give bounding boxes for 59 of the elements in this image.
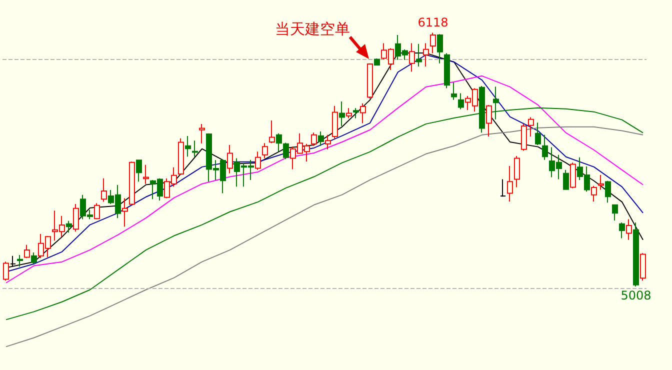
candlestick bbox=[199, 123, 205, 144]
candlestick bbox=[31, 252, 37, 264]
annotation: 6118 bbox=[418, 16, 448, 30]
candlestick bbox=[535, 122, 541, 146]
candlestick bbox=[143, 164, 149, 184]
candlestick bbox=[486, 104, 492, 138]
candlestick bbox=[619, 222, 625, 239]
candlestick bbox=[3, 261, 9, 282]
candlestick bbox=[500, 178, 506, 198]
candlestick bbox=[227, 144, 233, 174]
candlestick bbox=[360, 102, 366, 124]
candlestick bbox=[591, 185, 597, 202]
candlestick bbox=[437, 34, 443, 64]
candlestick bbox=[346, 108, 352, 119]
candlestick bbox=[612, 204, 618, 221]
candlestick bbox=[640, 252, 646, 282]
candlestick bbox=[318, 130, 324, 146]
candlestick bbox=[17, 254, 23, 268]
candlestick bbox=[353, 108, 359, 119]
candlestick bbox=[598, 174, 604, 190]
candlestick bbox=[514, 155, 520, 188]
candlestick bbox=[605, 180, 611, 204]
candlestick bbox=[507, 166, 513, 202]
candlestick bbox=[416, 43, 422, 68]
candlestick bbox=[570, 162, 576, 189]
candlestick bbox=[283, 142, 289, 160]
candlestick bbox=[626, 218, 632, 240]
candlestick bbox=[66, 220, 72, 234]
candlestick bbox=[430, 32, 436, 54]
candlestick bbox=[311, 132, 317, 146]
candlestick bbox=[325, 134, 331, 150]
candlestick bbox=[178, 138, 184, 176]
candlestick bbox=[101, 178, 107, 202]
candlestick bbox=[409, 42, 415, 72]
candlestick bbox=[24, 244, 30, 259]
candlestick bbox=[423, 42, 429, 68]
candlestick bbox=[269, 120, 275, 144]
candlestick bbox=[136, 160, 142, 182]
candlestick bbox=[563, 169, 569, 190]
candlestick bbox=[332, 105, 338, 139]
candlestick bbox=[633, 222, 639, 288]
candlestick bbox=[122, 198, 128, 228]
candlestick bbox=[339, 101, 345, 126]
annotation: 当天建空单 bbox=[275, 20, 350, 38]
candlestick bbox=[444, 52, 450, 89]
candlestick bbox=[255, 151, 261, 170]
candlestick bbox=[94, 202, 100, 220]
candlestick bbox=[542, 134, 548, 160]
candlestick bbox=[451, 82, 457, 100]
candlestick bbox=[374, 58, 380, 66]
annotation: 5008 bbox=[620, 288, 652, 303]
candlestick bbox=[185, 136, 191, 158]
candlestick bbox=[262, 142, 268, 159]
candlestick bbox=[73, 203, 79, 232]
candlestick bbox=[458, 92, 464, 110]
candlestick bbox=[276, 132, 282, 152]
candlestick bbox=[192, 140, 198, 158]
candlestick bbox=[129, 161, 135, 206]
candlestick bbox=[367, 62, 373, 99]
